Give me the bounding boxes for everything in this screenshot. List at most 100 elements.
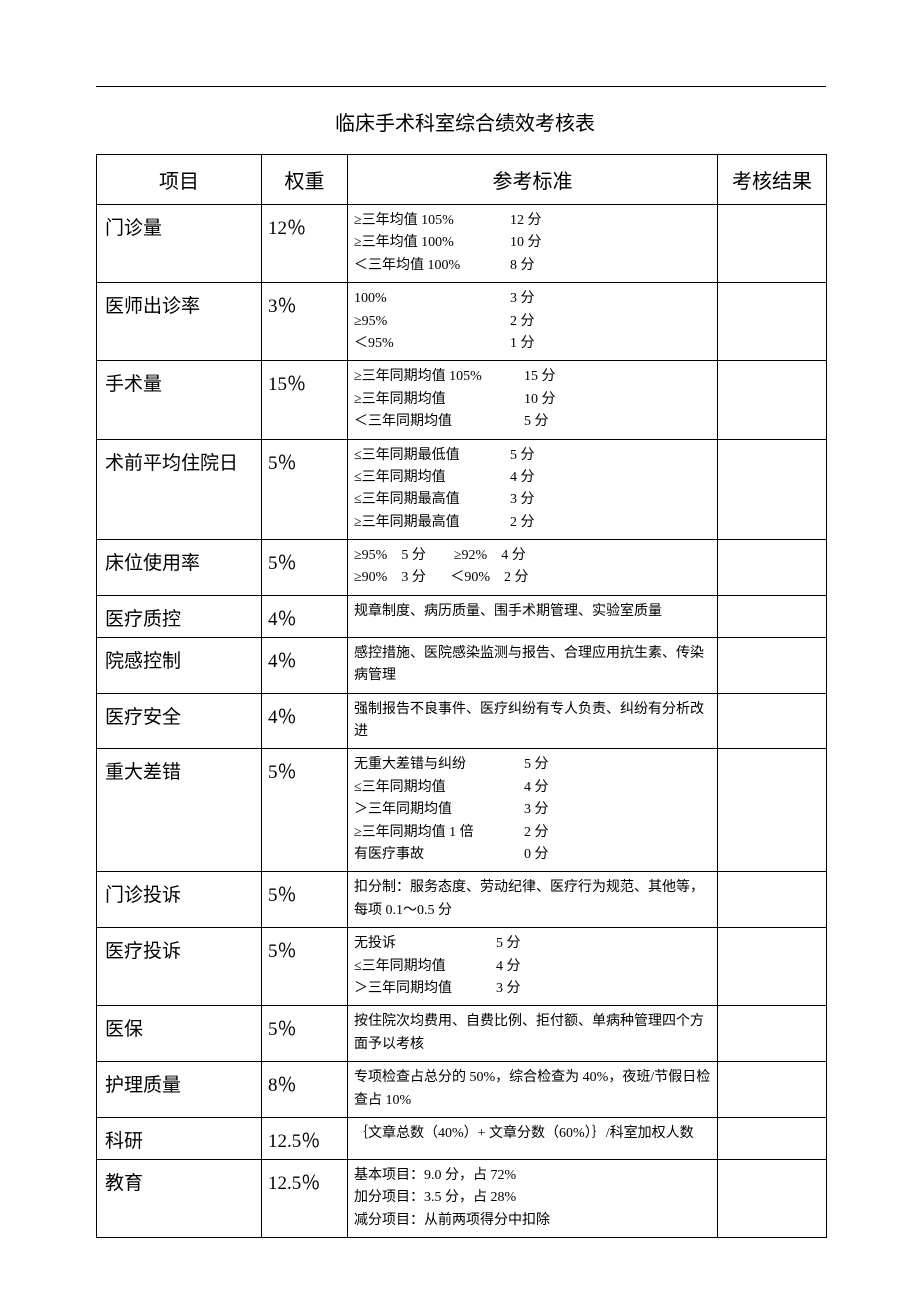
- weight-cell: 12.5％: [262, 1159, 348, 1237]
- standard-criteria: 有医疗事故: [354, 844, 524, 866]
- table-row: 手术量15％≥三年同期均值 105%15 分≥三年同期均值10 分＜三年同期均值…: [97, 361, 827, 439]
- standard-score: 2 分: [510, 311, 535, 333]
- standard-score: 3 分: [496, 978, 521, 1000]
- weight-cell: 5％: [262, 1006, 348, 1062]
- item-cell: 床位使用率: [97, 540, 262, 596]
- table-header-row: 项目 权重 参考标准 考核结果: [97, 155, 827, 205]
- standard-score: 1 分: [510, 333, 535, 355]
- result-cell: [718, 283, 827, 361]
- page-title: 临床手术科室综合绩效考核表: [96, 107, 834, 136]
- weight-cell: 5％: [262, 540, 348, 596]
- standard-cell: 基本项目：9.0 分，占 72%加分项目：3.5 分，占 28%减分项目：从前两…: [348, 1159, 718, 1237]
- standard-score: 10 分: [524, 389, 556, 411]
- standard-line: ≥三年同期均值 1 倍2 分: [354, 822, 711, 844]
- standard-criteria: 无重大差错与纠纷: [354, 754, 524, 776]
- standard-text: ｛文章总数（40%）+ 文章分数（60%）｝/科室加权人数: [354, 1123, 711, 1145]
- standard-criteria: ≤三年同期最低值: [354, 445, 510, 467]
- table-row: 床位使用率5％≥95% 5 分 ≥92% 4 分≥90% 3 分 ＜90% 2 …: [97, 540, 827, 596]
- result-cell: [718, 205, 827, 283]
- standard-line: ≤三年同期均值4 分: [354, 956, 711, 978]
- standard-line: ≥95%2 分: [354, 311, 711, 333]
- standard-text: 专项检查占总分的 50%，综合检查为 40%，夜班/节假日检查占 10%: [354, 1067, 711, 1112]
- standard-cell: 无重大差错与纠纷5 分≤三年同期均值4 分＞三年同期均值3 分≥三年同期均值 1…: [348, 749, 718, 872]
- standard-text: 按住院次均费用、自费比例、拒付额、单病种管理四个方面予以考核: [354, 1011, 711, 1056]
- weight-cell: 5％: [262, 872, 348, 928]
- standard-score: 5 分: [496, 933, 521, 955]
- standard-criteria: ≥三年同期均值 1 倍: [354, 822, 524, 844]
- item-cell: 教育: [97, 1159, 262, 1237]
- table-row: 护理质量8％专项检查占总分的 50%，综合检查为 40%，夜班/节假日检查占 1…: [97, 1062, 827, 1118]
- result-cell: [718, 1117, 827, 1159]
- standard-criteria: ≥三年同期均值: [354, 389, 524, 411]
- standard-score: 3 分: [524, 799, 549, 821]
- table-row: 重大差错5％无重大差错与纠纷5 分≤三年同期均值4 分＞三年同期均值3 分≥三年…: [97, 749, 827, 872]
- standard-criteria: ＜三年均值 100%: [354, 255, 510, 277]
- standard-criteria: ＜三年同期均值: [354, 411, 524, 433]
- result-cell: [718, 872, 827, 928]
- result-cell: [718, 1159, 827, 1237]
- standard-cell: ≥三年均值 105%12 分≥三年均值 100%10 分＜三年均值 100%8 …: [348, 205, 718, 283]
- standard-criteria: ＜95%: [354, 333, 510, 355]
- result-cell: [718, 361, 827, 439]
- weight-cell: 4％: [262, 637, 348, 693]
- table-row: 科研12.5％｛文章总数（40%）+ 文章分数（60%）｝/科室加权人数: [97, 1117, 827, 1159]
- table-row: 医保5％按住院次均费用、自费比例、拒付额、单病种管理四个方面予以考核: [97, 1006, 827, 1062]
- standard-cell: 专项检查占总分的 50%，综合检查为 40%，夜班/节假日检查占 10%: [348, 1062, 718, 1118]
- standard-score: 3 分: [510, 489, 535, 511]
- standard-text: ≥90% 3 分 ＜90% 2 分: [354, 567, 711, 589]
- standard-criteria: ＞三年同期均值: [354, 799, 524, 821]
- standard-cell: 强制报告不良事件、医疗纠纷有专人负责、纠纷有分析改进: [348, 693, 718, 749]
- standard-line: ≤三年同期最低值5 分: [354, 445, 711, 467]
- standard-score: 5 分: [510, 445, 535, 467]
- result-cell: [718, 1006, 827, 1062]
- standard-score: 4 分: [496, 956, 521, 978]
- table-row: 医疗投诉5％无投诉5 分≤三年同期均值4 分＞三年同期均值3 分: [97, 928, 827, 1006]
- item-cell: 手术量: [97, 361, 262, 439]
- table-row: 医疗安全4％强制报告不良事件、医疗纠纷有专人负责、纠纷有分析改进: [97, 693, 827, 749]
- item-cell: 术前平均住院日: [97, 439, 262, 540]
- standard-line: ＜三年均值 100%8 分: [354, 255, 711, 277]
- standard-score: 12 分: [510, 210, 542, 232]
- weight-cell: 3％: [262, 283, 348, 361]
- result-cell: [718, 693, 827, 749]
- standard-cell: 扣分制：服务态度、劳动纪律、医疗行为规范、其他等，每项 0.1～0.5 分: [348, 872, 718, 928]
- weight-cell: 4％: [262, 693, 348, 749]
- horizontal-rule: [96, 86, 826, 87]
- standard-cell: 规章制度、病历质量、围手术期管理、实验室质量: [348, 595, 718, 637]
- standard-line: 有医疗事故0 分: [354, 844, 711, 866]
- standard-criteria: ≥三年同期最高值: [354, 512, 510, 534]
- standard-score: 15 分: [524, 366, 556, 388]
- table-row: 院感控制4％感控措施、医院感染监测与报告、合理应用抗生素、传染病管理: [97, 637, 827, 693]
- standard-cell: ≤三年同期最低值5 分≤三年同期均值4 分≤三年同期最高值3 分≥三年同期最高值…: [348, 439, 718, 540]
- standard-criteria: ≥三年同期均值 105%: [354, 366, 524, 388]
- result-cell: [718, 595, 827, 637]
- item-cell: 重大差错: [97, 749, 262, 872]
- standard-cell: 感控措施、医院感染监测与报告、合理应用抗生素、传染病管理: [348, 637, 718, 693]
- item-cell: 医疗投诉: [97, 928, 262, 1006]
- standard-criteria: 无投诉: [354, 933, 496, 955]
- standard-cell: ≥三年同期均值 105%15 分≥三年同期均值10 分＜三年同期均值5 分: [348, 361, 718, 439]
- standard-criteria: ≥三年均值 100%: [354, 232, 510, 254]
- standard-criteria: ≥三年均值 105%: [354, 210, 510, 232]
- table-row: 医疗质控4％规章制度、病历质量、围手术期管理、实验室质量: [97, 595, 827, 637]
- standard-text: 扣分制：服务态度、劳动纪律、医疗行为规范、其他等，每项 0.1～0.5 分: [354, 877, 711, 922]
- table-row: 医师出诊率3％100%3 分≥95%2 分＜95%1 分: [97, 283, 827, 361]
- weight-cell: 5％: [262, 439, 348, 540]
- standard-score: 5 分: [524, 754, 549, 776]
- standard-score: 3 分: [510, 288, 535, 310]
- weight-cell: 8％: [262, 1062, 348, 1118]
- weight-cell: 12.5％: [262, 1117, 348, 1159]
- standard-line: ≥三年同期最高值2 分: [354, 512, 711, 534]
- item-cell: 护理质量: [97, 1062, 262, 1118]
- standard-text: 基本项目：9.0 分，占 72%: [354, 1165, 711, 1187]
- standard-line: ≤三年同期均值4 分: [354, 467, 711, 489]
- result-cell: [718, 749, 827, 872]
- standard-line: 无投诉5 分: [354, 933, 711, 955]
- item-cell: 医疗质控: [97, 595, 262, 637]
- standard-score: 0 分: [524, 844, 549, 866]
- standard-line: ＜95%1 分: [354, 333, 711, 355]
- standard-criteria: 100%: [354, 288, 510, 310]
- standard-score: 2 分: [510, 512, 535, 534]
- item-cell: 门诊量: [97, 205, 262, 283]
- table-row: 门诊量12％≥三年均值 105%12 分≥三年均值 100%10 分＜三年均值 …: [97, 205, 827, 283]
